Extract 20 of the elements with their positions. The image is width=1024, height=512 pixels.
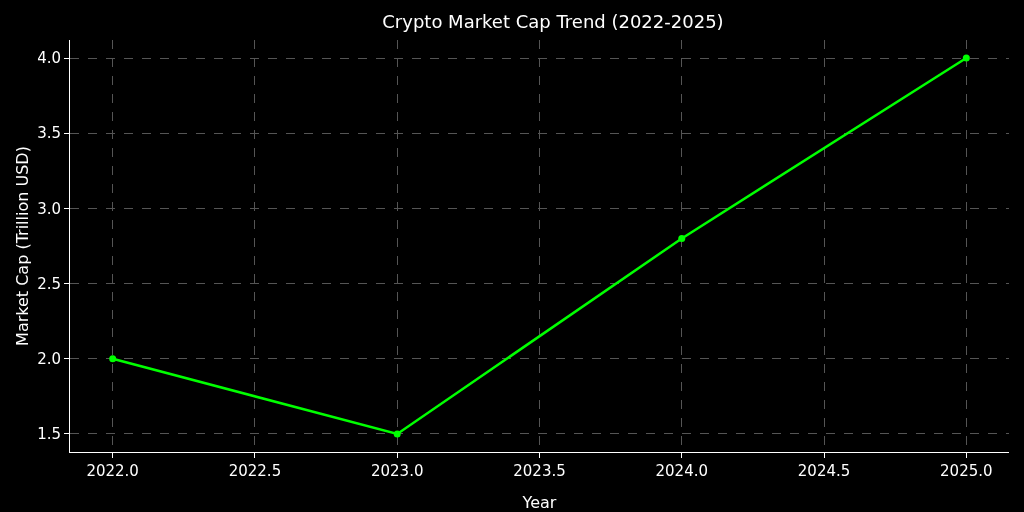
- point: [962, 54, 970, 62]
- chart-title: Crypto Market Cap Trend (2022-2025): [382, 10, 724, 32]
- x-tick-label: 2024.0: [655, 462, 709, 480]
- x-tick-label: 2023.5: [513, 462, 566, 480]
- point: [393, 430, 401, 438]
- point: [109, 355, 117, 363]
- point: [678, 234, 686, 242]
- y-tick-label: 3.5: [37, 124, 61, 143]
- y-axis-title: Market Cap (Trillion USD): [13, 146, 32, 346]
- x-tick-label: 2022.5: [228, 462, 282, 480]
- x-tick-label: 2024.5: [797, 462, 851, 480]
- y-tick-label: 2.5: [37, 274, 61, 293]
- x-axis-title: Year: [521, 493, 557, 512]
- x-tick-label: 2025.0: [940, 462, 993, 480]
- y-tick-label: 3.0: [37, 199, 61, 218]
- y-tick-label: 1.5: [37, 425, 61, 444]
- x-tick-label: 2022.0: [86, 462, 139, 480]
- y-tick-label: 4.0: [37, 49, 61, 68]
- y-tick-label: 2.0: [37, 350, 61, 369]
- x-tick-label: 2023.0: [370, 462, 424, 480]
